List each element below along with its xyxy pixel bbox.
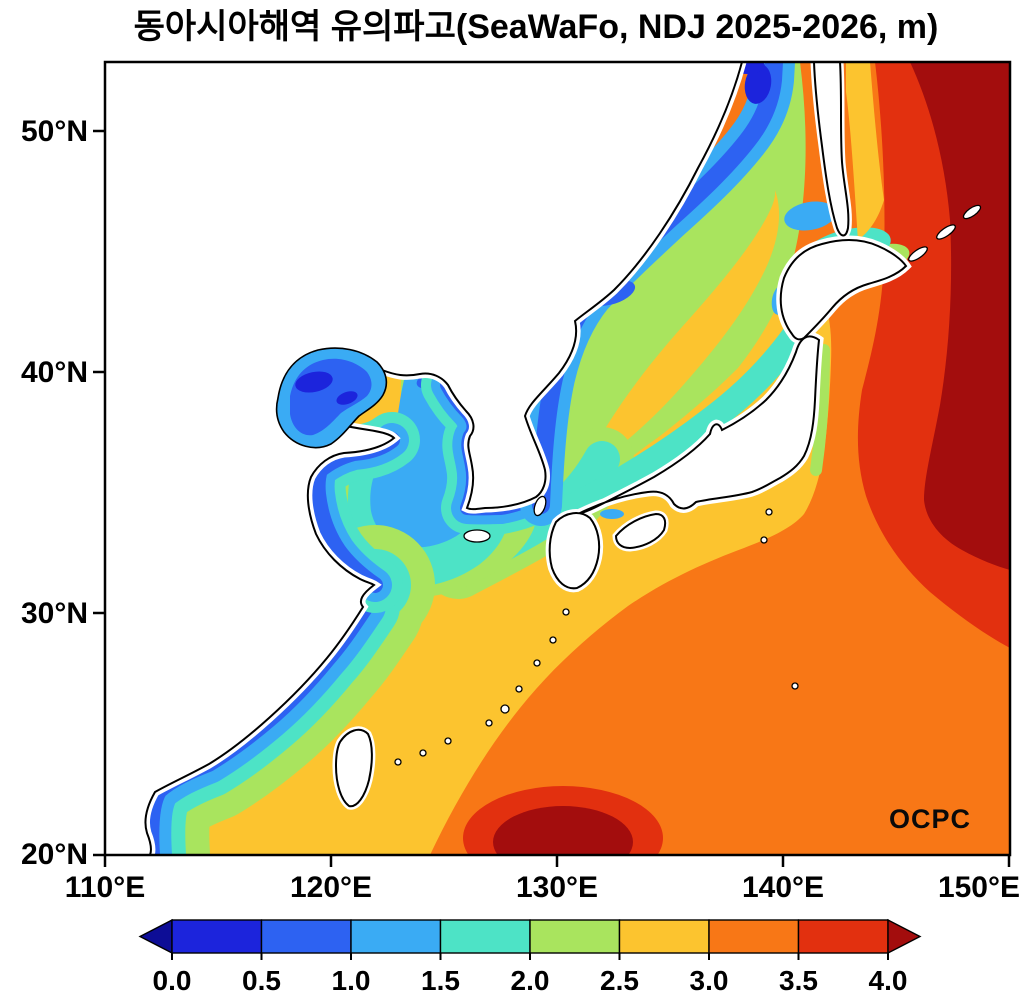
seto-band-1.0-1.5 [600,509,624,519]
colorbar-labels: 0.0 0.5 1.0 1.5 2.0 2.5 3.0 3.5 4.0 [153,965,908,996]
cbar-label-1.5: 1.5 [421,965,460,996]
x-tick-150e: 150°E [938,871,1020,904]
y-tick-20n: 20°N [21,838,88,871]
okhotsk-band-1.0-1.5 [784,201,836,231]
cbar-label-2.0: 2.0 [511,965,550,996]
cbar-label-2.5: 2.5 [600,965,639,996]
bohai-band-0.0-0.5b [336,391,358,405]
y-axis-labels: 50°N 40°N 30°N 20°N [21,115,88,871]
contour-map: OCPC [105,62,1010,855]
sakhalin-east-band-2.5-3.0 [846,62,884,240]
x-tick-120e: 120°E [290,871,372,904]
y-tick-40n: 40°N [21,356,88,389]
contour-band-over-4.0-ne [910,62,1010,570]
x-axis-labels: 110°E 120°E 130°E 140°E 150°E [65,871,1020,904]
landmass-group [105,62,982,855]
cbar-label-3.0: 3.0 [690,965,729,996]
axis-ticks [93,129,1011,867]
colorbar-over-arrow [887,918,922,955]
tatar-band-0.0-0.5 [744,64,772,104]
y-tick-30n: 30°N [21,597,88,630]
colorbar-under-arrow [138,918,173,955]
colorbar-seg-0.5-1.0 [260,919,352,954]
y-tick-50n: 50°N [21,115,88,148]
contour-band-2.5-3.0-soj-core [588,190,780,462]
colorbar-seg-2.5-3.0 [618,919,710,954]
cbar-label-0.0: 0.0 [153,965,192,996]
bohai-band-0.0-0.5a [295,371,333,393]
colorbar-seg-1.5-2.0 [439,919,531,954]
colorbar-seg-2.0-2.5 [529,919,621,954]
cbar-label-1.0: 1.0 [332,965,371,996]
colorbar-seg-1.0-1.5 [350,919,442,954]
x-tick-140e: 140°E [742,871,824,904]
contour-band-over-4.0-south [493,806,633,855]
cbar-label-0.5: 0.5 [242,965,281,996]
colorbar-seg-3.5-4.0 [797,919,889,954]
watermark-ocpc: OCPC [889,804,971,834]
colorbar: 0.0 0.5 1.0 1.5 2.0 2.5 3.0 3.5 4.0 [138,918,922,996]
cbar-label-4.0: 4.0 [869,965,908,996]
colorbar-ticks [171,953,889,960]
colorbar-seg-0.0-0.5 [171,919,263,954]
x-tick-110e: 110°E [65,871,145,904]
cbar-label-3.5: 3.5 [779,965,818,996]
bohai-sea-group [275,347,388,449]
chart-title: 동아시아해역 유의파고(SeaWaFo, NDJ 2025-2026, m) [134,8,939,46]
x-tick-130e: 130°E [516,871,598,904]
small-islands [394,204,982,766]
colorbar-seg-3.0-3.5 [708,919,800,954]
